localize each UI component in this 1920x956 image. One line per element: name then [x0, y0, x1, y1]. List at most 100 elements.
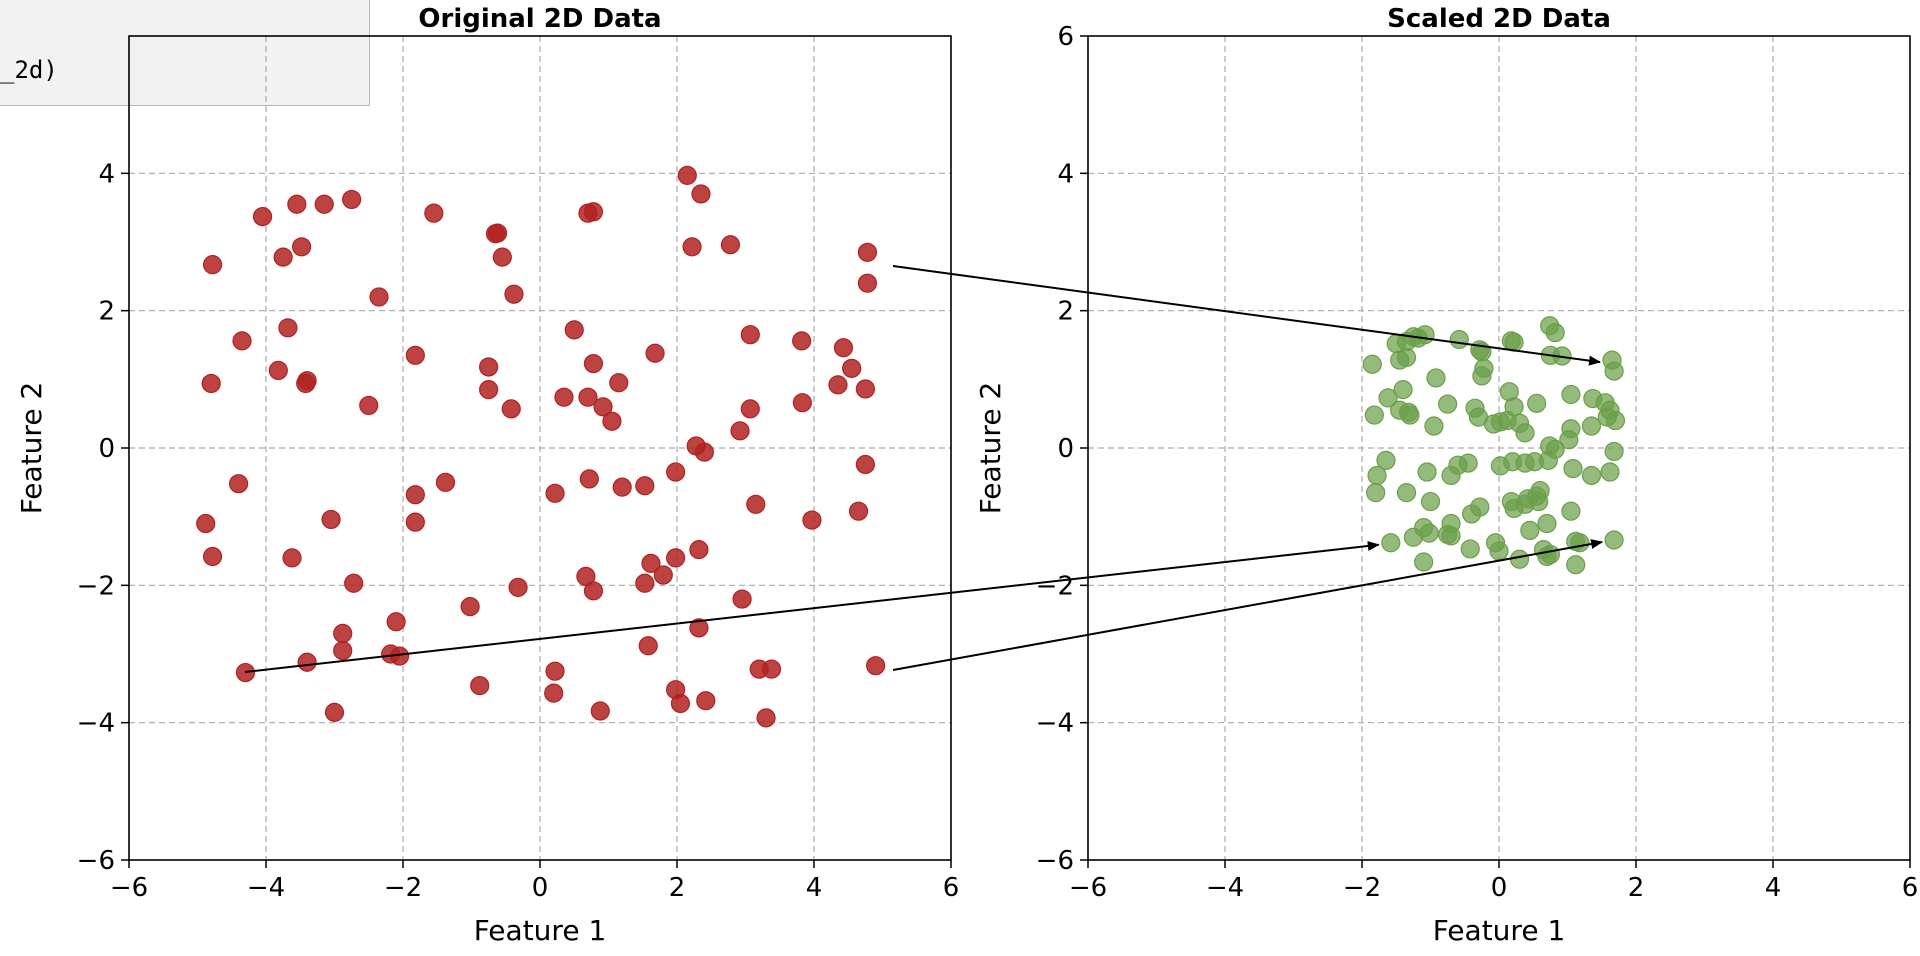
data-point — [1376, 450, 1396, 470]
data-point — [1441, 526, 1461, 546]
data-point — [740, 325, 760, 345]
data-point — [1400, 405, 1420, 425]
data-point — [1393, 380, 1413, 400]
data-point — [1605, 410, 1626, 431]
data-point — [730, 421, 750, 441]
x-tick-label: −4 — [247, 873, 285, 903]
data-point — [866, 656, 886, 676]
data-point — [1420, 491, 1441, 512]
data-point — [297, 652, 317, 672]
data-point — [252, 206, 273, 227]
data-point — [202, 255, 223, 275]
data-point — [1520, 520, 1540, 541]
data-point — [201, 373, 221, 394]
data-point — [1559, 430, 1579, 450]
data-point — [1581, 465, 1602, 486]
data-point — [842, 358, 862, 378]
data-point — [857, 273, 878, 293]
data-point — [1419, 523, 1439, 543]
y-tick-label: −2 — [1036, 571, 1074, 601]
data-point — [583, 202, 604, 222]
data-point — [1566, 555, 1586, 575]
x-tick-label: 4 — [806, 873, 823, 903]
y-tick-label: −6 — [1036, 846, 1074, 876]
data-point — [602, 411, 622, 431]
y-tick-label: 0 — [98, 434, 115, 464]
y-tick-label: −6 — [77, 846, 115, 876]
data-point — [855, 454, 875, 475]
mapping-arrow — [892, 265, 1602, 366]
data-point — [232, 331, 252, 351]
data-point — [1378, 388, 1398, 408]
y-tick-label: −2 — [77, 571, 115, 601]
y-tick-label: 2 — [98, 297, 115, 327]
mapping-arrow — [244, 541, 1380, 673]
data-point — [504, 284, 524, 304]
data-point — [1515, 453, 1535, 473]
data-point — [578, 387, 598, 407]
data-point — [855, 379, 875, 399]
data-point — [635, 573, 655, 593]
data-point — [1545, 323, 1565, 343]
data-point — [638, 636, 658, 656]
data-point — [359, 395, 379, 416]
data-point — [470, 675, 490, 696]
data-point — [612, 477, 632, 497]
data-point — [694, 442, 715, 462]
data-point — [1600, 462, 1620, 482]
data-point — [333, 623, 353, 644]
data-point — [689, 618, 709, 638]
data-point — [696, 691, 716, 711]
chart-title-scaled-2d-data: Scaled 2D Data — [1387, 4, 1611, 34]
data-point — [296, 373, 316, 394]
data-point — [564, 320, 584, 340]
code-snippet-text: _2d) — [0, 56, 58, 84]
data-point — [344, 573, 364, 593]
data-point — [1489, 541, 1509, 561]
data-point — [554, 387, 574, 407]
data-point — [405, 345, 425, 365]
x-tick-label: 6 — [943, 873, 960, 903]
data-point — [792, 393, 812, 413]
data-point — [641, 553, 661, 573]
data-point — [666, 462, 686, 482]
y-axis-label: Feature 2 — [15, 382, 48, 515]
x-tick-label: 6 — [1902, 873, 1919, 903]
data-point — [756, 708, 776, 728]
data-point — [645, 343, 665, 363]
data-point — [583, 581, 604, 601]
data-point — [1604, 530, 1624, 550]
data-point — [1490, 456, 1510, 476]
data-point — [653, 565, 673, 585]
data-point — [1504, 498, 1524, 519]
data-point — [590, 701, 610, 721]
data-point — [1509, 549, 1530, 569]
data-point — [666, 548, 686, 568]
data-point — [196, 513, 216, 534]
data-point — [1441, 465, 1461, 486]
data-point — [1604, 441, 1624, 462]
data-point — [333, 640, 353, 661]
data-point — [460, 597, 480, 617]
data-point — [545, 483, 565, 503]
data-point — [424, 203, 444, 223]
x-tick-label: −2 — [384, 873, 422, 903]
data-point — [386, 612, 406, 632]
data-point — [1483, 414, 1504, 434]
data-point — [635, 476, 655, 496]
data-point — [1461, 504, 1482, 524]
data-point — [292, 237, 312, 257]
data-point — [1515, 423, 1535, 443]
x-axis-label: Feature 1 — [1433, 914, 1566, 947]
data-point — [761, 659, 782, 679]
data-point — [479, 380, 499, 400]
data-point — [1537, 513, 1557, 534]
y-axis-label: Feature 2 — [974, 382, 1007, 515]
x-tick-label: 2 — [1628, 873, 1645, 903]
data-point — [485, 224, 506, 244]
data-point — [1570, 533, 1590, 553]
chart-original-2d-data: −6 −4 −2 0 2 4 6 −6 −4 −2 0 2 4 Feature 1 Feature 2 Ori… — [15, 4, 959, 947]
data-point — [740, 399, 760, 419]
data-point — [1396, 483, 1417, 503]
